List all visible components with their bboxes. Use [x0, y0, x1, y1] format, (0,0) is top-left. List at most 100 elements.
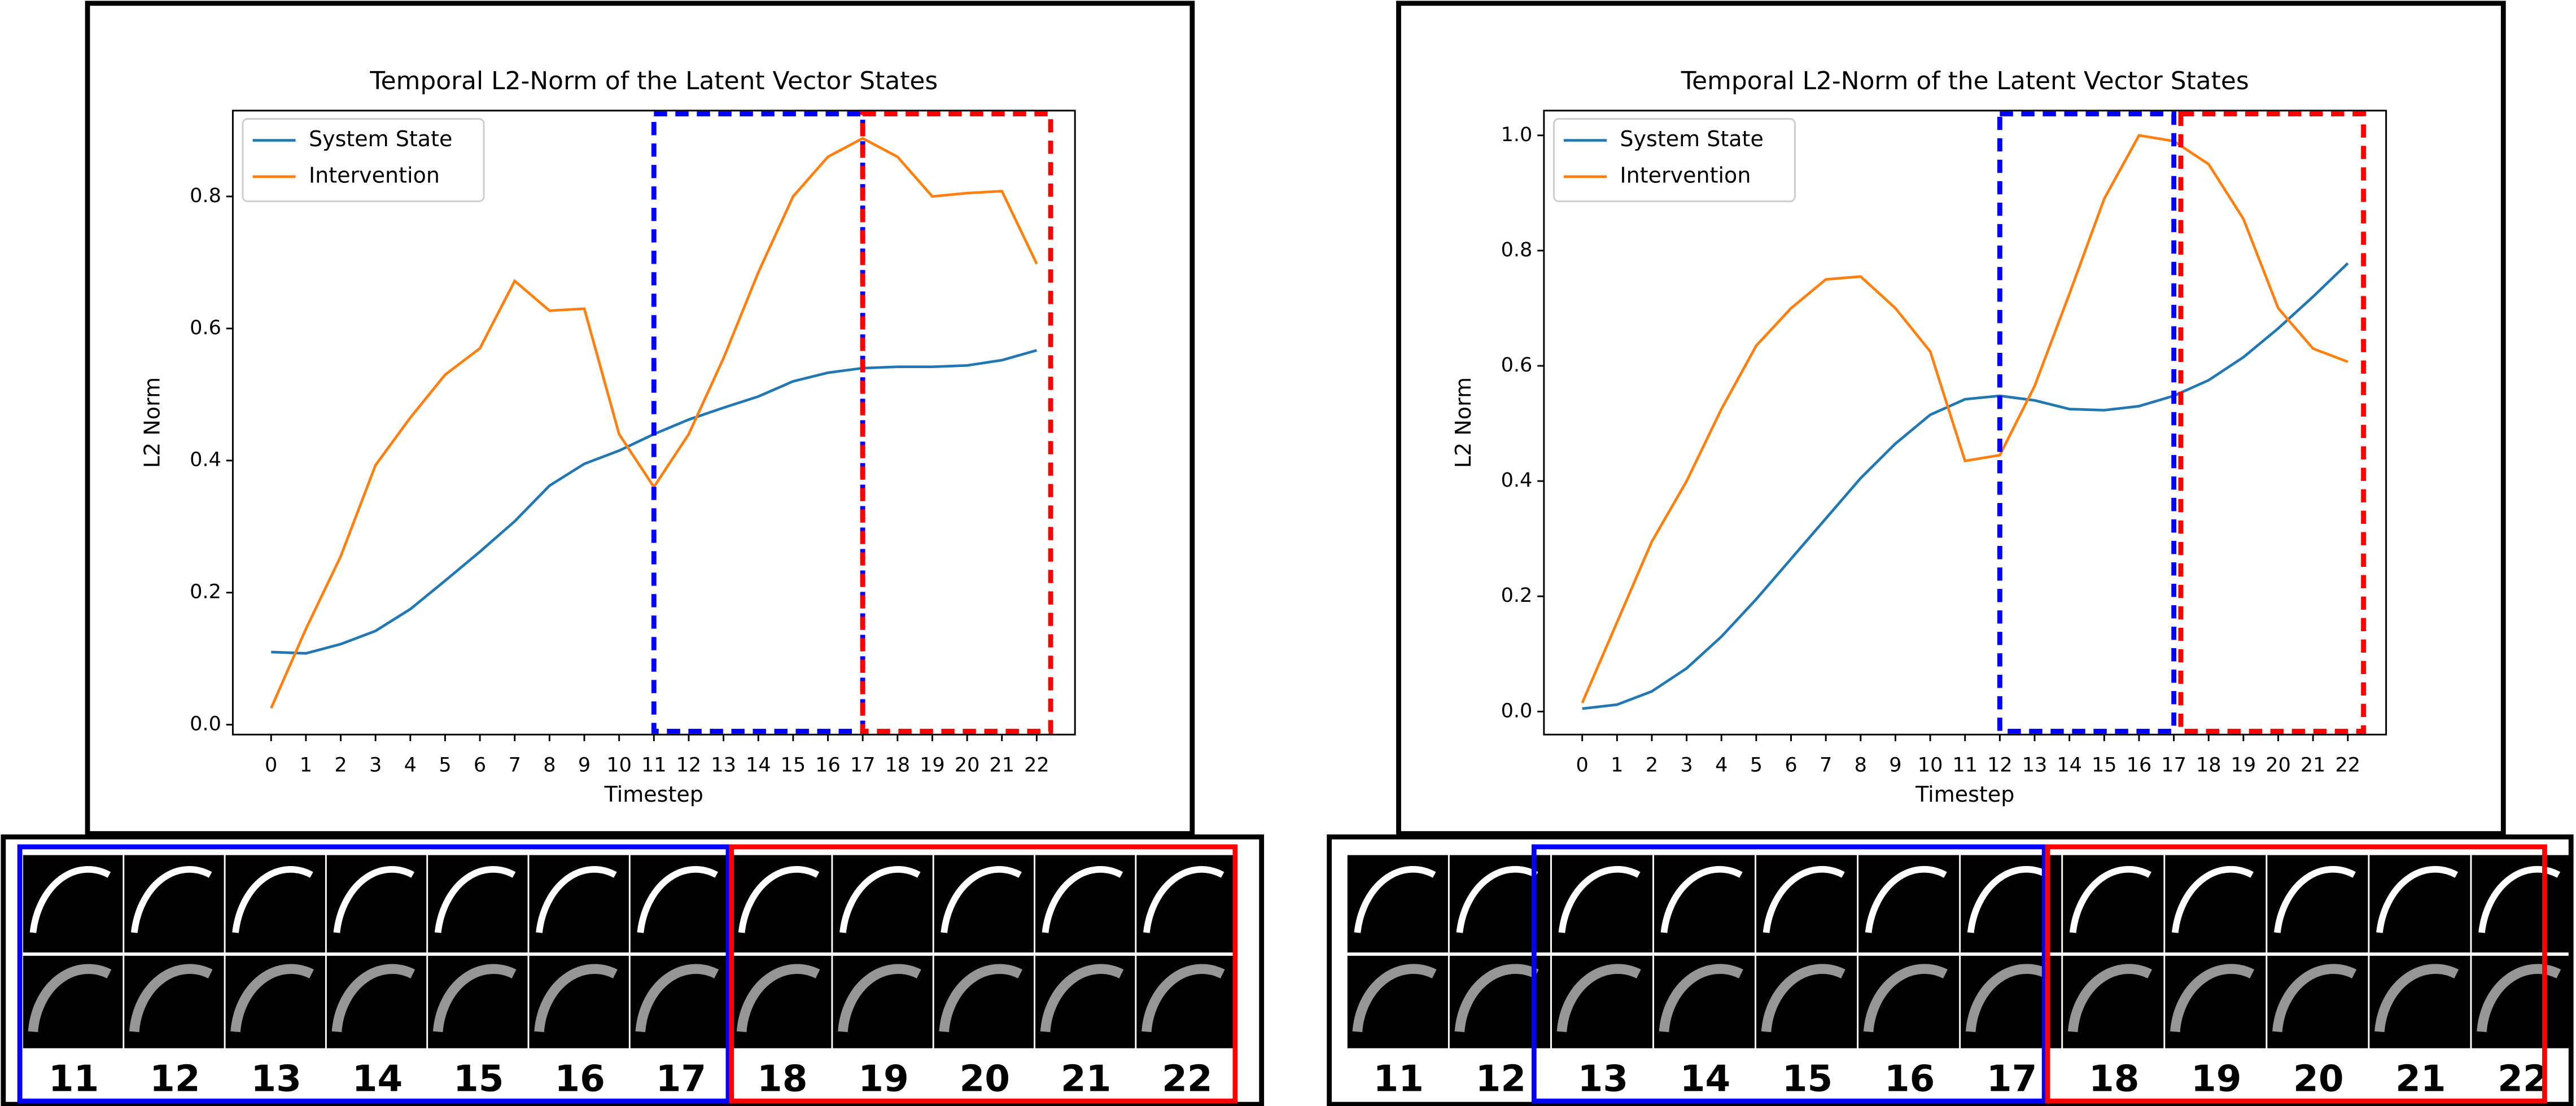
- y-tick-label: 0.6: [190, 316, 221, 339]
- frame-shape: [331, 964, 416, 1033]
- frame-shape: [637, 866, 718, 933]
- group-box: [2045, 844, 2547, 1104]
- frame-shape: [432, 964, 517, 1033]
- x-tick-label: 15: [2092, 754, 2117, 777]
- x-tick-label: 10: [1918, 754, 1943, 777]
- y-tick-label: 0.4: [190, 448, 221, 471]
- group-box: [729, 844, 1238, 1104]
- highlight-box: [860, 111, 1053, 734]
- x-tick-label: 21: [2301, 754, 2326, 777]
- frame-shape: [1761, 964, 1845, 1033]
- x-tick-label: 9: [1889, 754, 1901, 777]
- x-tick-label: 0: [1576, 754, 1589, 777]
- chart-title: Temporal L2-Norm of the Latent Vector St…: [369, 67, 938, 95]
- x-tick-label: 11: [641, 754, 667, 777]
- frame-label: 13: [251, 1058, 301, 1100]
- x-tick-label: 6: [1785, 754, 1797, 777]
- frame-shape: [839, 866, 921, 933]
- frame-shape: [2272, 964, 2357, 1033]
- frame-shape: [1660, 865, 1743, 933]
- highlight-box: [651, 111, 865, 734]
- y-tick-label: 0.8: [190, 184, 221, 207]
- x-tick-label: 1: [1611, 754, 1623, 777]
- frame-label: 22: [1162, 1058, 1213, 1100]
- y-tick-label: 0.4: [1501, 469, 1533, 492]
- y-tick-label: 0.6: [1501, 353, 1533, 377]
- frame-shape: [2068, 964, 2153, 1033]
- x-tick-label: 7: [509, 754, 521, 777]
- frame-shape: [2171, 865, 2254, 933]
- frame-shape: [941, 866, 1022, 933]
- frame-label: 11: [1374, 1058, 1424, 1100]
- frame-label: 21: [2395, 1058, 2446, 1100]
- x-tick-label: 18: [885, 754, 910, 777]
- x-tick-label: 17: [850, 754, 876, 777]
- strip-frame: [1, 834, 1265, 1106]
- x-tick-label: 22: [2335, 754, 2360, 777]
- frame-label: 16: [554, 1058, 605, 1100]
- frame-shape: [738, 866, 820, 933]
- frame-shape: [536, 866, 617, 933]
- legend-box: [242, 118, 485, 203]
- frame-shape: [28, 964, 112, 1033]
- x-tick-label: 2: [1646, 754, 1658, 777]
- x-tick-label: 7: [1820, 754, 1832, 777]
- legend-box: [1552, 118, 1796, 203]
- y-tick-label: 1.0: [1501, 123, 1533, 146]
- frame-shape: [333, 866, 415, 933]
- frame-shape: [1762, 865, 1845, 933]
- frame-shape: [1865, 865, 1947, 933]
- frame-shape: [1040, 964, 1124, 1033]
- y-axis-label: L2 Norm: [1451, 377, 1476, 468]
- frame-shape: [1965, 964, 2050, 1033]
- frame-shape: [230, 964, 314, 1033]
- x-axis-label: Timestep: [604, 782, 703, 807]
- frame-label: 20: [960, 1058, 1011, 1100]
- plot-area: [1543, 110, 2387, 736]
- frame-label: 15: [1782, 1058, 1833, 1100]
- group-box: [17, 844, 731, 1104]
- legend-label: System State: [1620, 126, 1763, 151]
- frame-label: 12: [150, 1058, 200, 1100]
- frame-shape: [2069, 865, 2151, 933]
- chart-title: Temporal L2-Norm of the Latent Vector St…: [1681, 67, 2249, 95]
- x-tick-label: 14: [746, 754, 771, 777]
- frame-shape: [1454, 964, 1539, 1033]
- frame-shape: [1143, 866, 1224, 933]
- chart-frame: [85, 1, 1195, 836]
- x-tick-label: 3: [369, 754, 382, 777]
- x-tick-label: 11: [1952, 754, 1978, 777]
- frame-shape: [1456, 865, 1538, 933]
- frame-label: 18: [757, 1058, 808, 1100]
- frame-shape: [29, 866, 111, 933]
- y-tick-label: 0.8: [1501, 238, 1533, 261]
- plot-area: [231, 110, 1076, 736]
- x-tick-label: 2: [334, 754, 347, 777]
- highlight-box: [1997, 111, 2176, 734]
- frame-label: 13: [1578, 1058, 1629, 1100]
- frame-shape: [129, 964, 213, 1033]
- y-tick-label: 0.0: [190, 712, 221, 736]
- x-axis-label: Timestep: [1915, 782, 2014, 807]
- frame-shape: [2274, 865, 2356, 933]
- frame-label: 14: [1680, 1058, 1731, 1100]
- x-tick-label: 13: [711, 754, 736, 777]
- frame-shape: [1967, 865, 2049, 933]
- x-tick-label: 22: [1024, 754, 1049, 777]
- frame-shape: [1042, 866, 1123, 933]
- frame-shape: [838, 964, 921, 1033]
- x-tick-label: 18: [2196, 754, 2221, 777]
- frame-label: 21: [1061, 1058, 1112, 1100]
- frame-label: 19: [858, 1058, 909, 1100]
- frame-label: 17: [656, 1058, 707, 1100]
- frame-label: 12: [1476, 1058, 1527, 1100]
- legend-label: System State: [309, 126, 452, 151]
- group-box: [1531, 844, 2047, 1104]
- y-axis-label: L2 Norm: [140, 377, 165, 468]
- data-line: [271, 349, 1038, 655]
- frame-shape: [2376, 865, 2459, 933]
- frame-label: 19: [2191, 1058, 2242, 1100]
- x-tick-label: 3: [1680, 754, 1692, 777]
- x-tick-label: 0: [265, 754, 277, 777]
